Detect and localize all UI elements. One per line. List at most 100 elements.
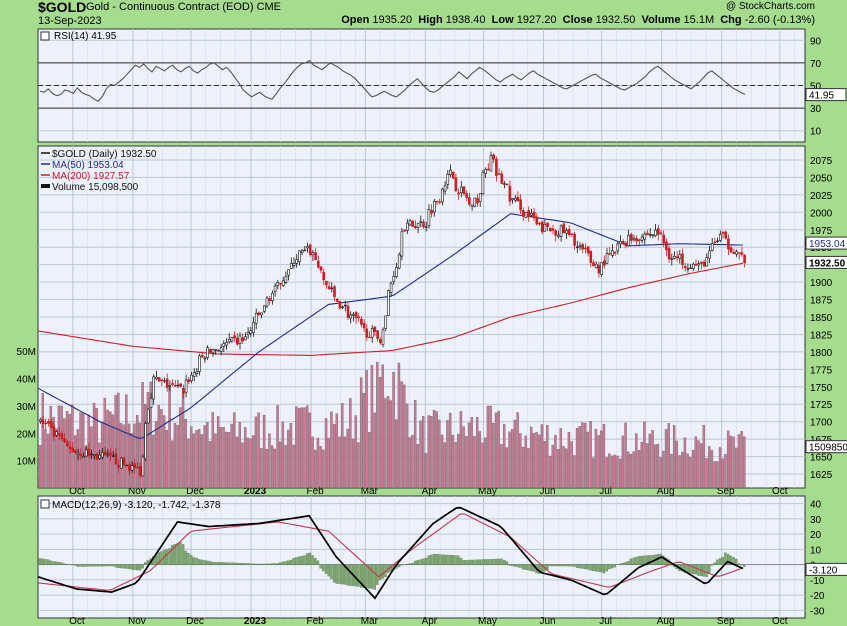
volume-bar <box>527 448 530 489</box>
candle-body <box>665 241 668 251</box>
macd-histogram-bar <box>297 556 301 565</box>
high-value: 1938.40 <box>445 14 486 26</box>
volume-bar <box>278 441 282 489</box>
macd-histogram-bar <box>90 564 93 567</box>
volume-bar <box>532 433 536 489</box>
macd-histogram-bar <box>187 552 190 565</box>
rsi-badge: 41.95 <box>809 91 834 102</box>
macd-histogram-bar <box>467 559 471 565</box>
candle-body <box>136 466 139 469</box>
volume-bar <box>500 444 503 489</box>
macd-histogram-bar <box>478 559 482 565</box>
candle-body <box>489 155 493 172</box>
volume-bar <box>451 434 455 489</box>
macd-histogram-bar <box>610 564 614 569</box>
volume-bar <box>373 412 376 489</box>
macd-histogram-bar <box>254 563 258 565</box>
macd-y-tick: -30 <box>810 606 825 617</box>
candle-body <box>468 197 471 205</box>
macd-y-tick: 10 <box>810 545 822 556</box>
candle-body <box>122 457 126 465</box>
candle-body <box>298 250 301 262</box>
macd-histogram-bar <box>314 557 317 565</box>
macd-histogram-bar <box>465 560 468 565</box>
macd-histogram-bar <box>257 563 260 565</box>
macd-histogram-bar <box>370 564 374 589</box>
candle-body <box>621 241 625 244</box>
candle-body <box>575 246 579 248</box>
volume-bar <box>586 431 590 489</box>
candle-body <box>236 337 239 345</box>
candle-body <box>675 256 679 258</box>
volume-bar <box>292 444 295 489</box>
volume-bar <box>459 411 463 489</box>
volume-bar <box>422 415 425 489</box>
candle-body <box>38 419 42 422</box>
candle-body <box>400 231 404 257</box>
volume-bar <box>346 428 349 489</box>
volume-bar <box>152 434 155 489</box>
volume-bar <box>457 433 460 489</box>
volume-bar <box>246 437 250 489</box>
macd-histogram-bar <box>295 557 298 565</box>
volume-bar <box>133 423 136 489</box>
candle-body <box>271 292 274 301</box>
legend-box <box>40 31 50 41</box>
volume-bar <box>273 448 277 489</box>
candle-body <box>532 211 536 219</box>
candle-body <box>646 232 649 236</box>
volume-bar <box>597 435 600 489</box>
x-tick-label: Oct <box>772 486 788 497</box>
macd-histogram-bar <box>82 564 85 567</box>
volume-bar <box>713 461 716 489</box>
candle-body <box>473 197 477 207</box>
candle-body <box>538 222 541 225</box>
candle-body <box>737 252 741 254</box>
volume-bar <box>708 446 711 489</box>
candle-body <box>165 378 169 388</box>
candle-body <box>710 243 714 251</box>
macd-histogram-bar <box>216 562 220 565</box>
macd-histogram-bar <box>278 562 282 565</box>
exchange: CME <box>256 1 282 13</box>
macd-signal-line <box>37 513 744 591</box>
candle-body <box>314 252 317 260</box>
candle-body <box>90 453 93 456</box>
candle-body <box>432 201 436 213</box>
x-tick-label-macd: Jun <box>539 616 555 626</box>
volume-bar <box>513 419 517 489</box>
volume-bar <box>157 405 160 489</box>
candle-body <box>535 216 539 225</box>
macd-histogram-bar <box>548 564 552 567</box>
candle-body <box>346 305 350 318</box>
macd-histogram-bar <box>270 563 274 565</box>
macd-histogram-bar <box>284 561 287 565</box>
macd-histogram-bar <box>198 559 201 565</box>
volume-bar <box>314 449 317 489</box>
candle-body <box>713 241 717 244</box>
price-y-tick: 1875 <box>810 296 833 307</box>
volume-bar <box>675 440 679 489</box>
candle-body <box>217 349 220 352</box>
candle-body <box>611 250 614 256</box>
volume-bar <box>524 435 527 489</box>
volume-bar <box>702 424 706 489</box>
candle-body <box>629 233 633 241</box>
volume-bar <box>176 424 179 489</box>
candle-body <box>403 229 406 232</box>
volume-bar <box>494 412 498 489</box>
candle-body <box>559 225 563 237</box>
volume-bar <box>551 444 554 489</box>
volume-bar <box>46 433 50 489</box>
volume-bar <box>540 424 544 489</box>
volume-bar <box>624 422 627 489</box>
volume-bar <box>249 438 252 489</box>
macd-histogram-bar <box>262 563 266 565</box>
price-y-tick: 1750 <box>810 383 833 394</box>
candle-body <box>195 371 199 374</box>
volume-bar <box>38 445 42 489</box>
volume-bar <box>92 402 96 489</box>
candle-body <box>179 383 182 387</box>
volume-bar <box>146 392 150 489</box>
candle-body <box>246 332 250 335</box>
